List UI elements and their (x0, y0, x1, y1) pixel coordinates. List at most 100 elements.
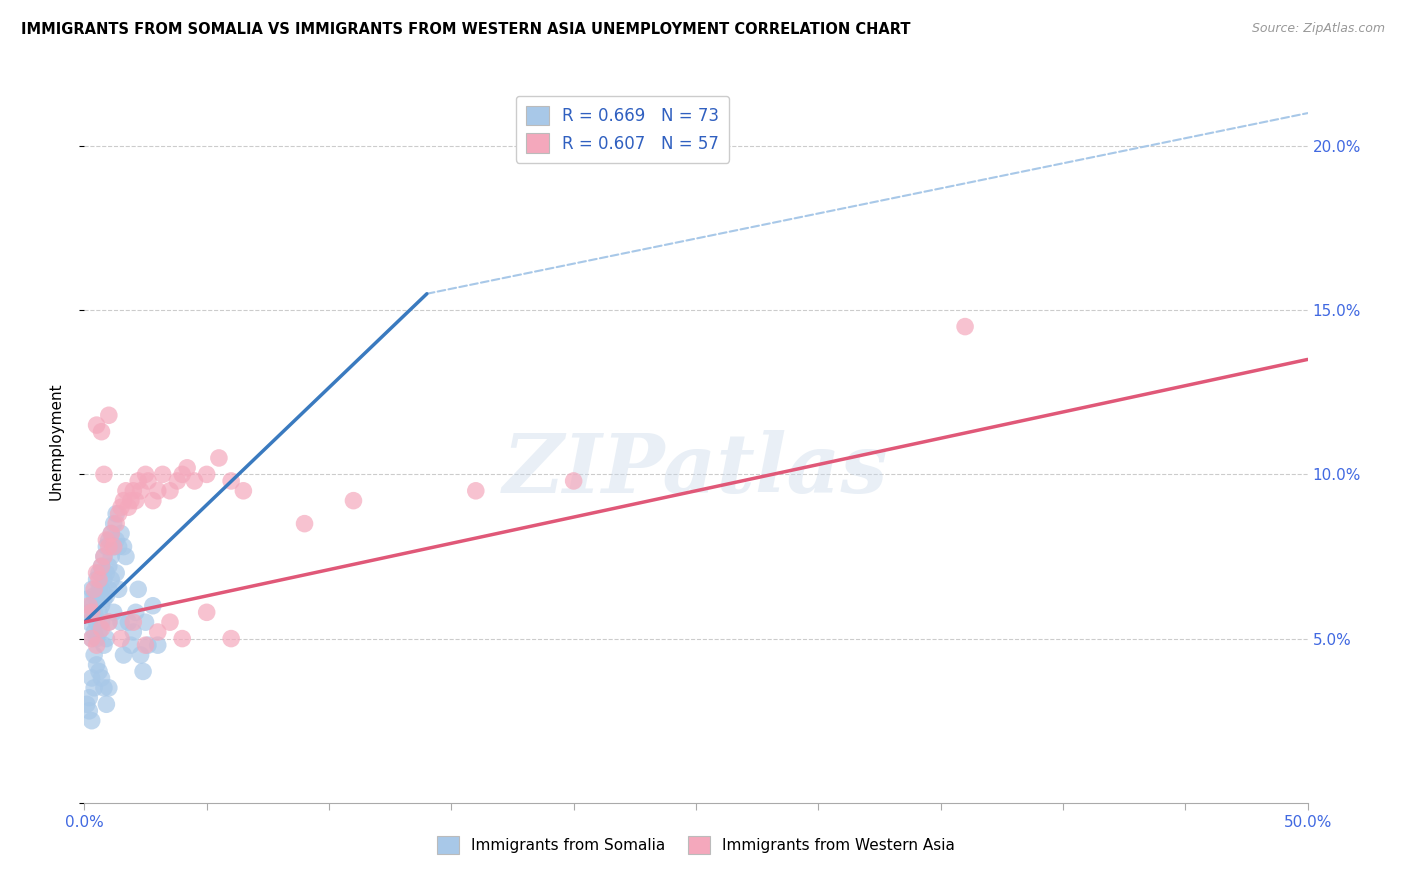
Point (117, 500, 139, 515)
Point (100, 526, 122, 541)
Y-axis label: Unemployment: Unemployment (49, 383, 63, 500)
Point (172, 467, 194, 482)
Point (100, 526, 122, 541)
Point (90, 559, 112, 574)
Point (87, 605, 110, 619)
Point (195, 467, 218, 482)
Point (105, 507, 128, 521)
Point (120, 493, 142, 508)
Point (96, 698, 118, 712)
Point (86, 615, 108, 630)
Point (77, 615, 100, 630)
Point (96, 540, 118, 554)
Point (90, 559, 112, 574)
Point (135, 467, 157, 482)
Point (176, 460, 198, 475)
Point (107, 507, 129, 521)
Point (135, 615, 157, 630)
Point (159, 483, 181, 498)
Point (76, 698, 98, 712)
Point (219, 632, 242, 646)
Point (103, 540, 125, 554)
Point (93, 573, 115, 587)
Point (127, 582, 149, 597)
Point (87, 582, 110, 597)
Point (142, 599, 165, 613)
Point (90, 599, 112, 613)
Point (87, 665, 110, 679)
Point (105, 566, 128, 580)
Point (122, 625, 145, 640)
Text: Source: ZipAtlas.com: Source: ZipAtlas.com (1251, 22, 1385, 36)
Point (562, 474, 585, 488)
Point (97, 533, 120, 547)
Point (146, 483, 169, 498)
Point (103, 516, 125, 531)
Point (103, 540, 125, 554)
Point (80, 714, 103, 728)
Point (105, 516, 128, 531)
Point (77, 605, 100, 619)
Point (90, 425, 112, 439)
Point (146, 638, 169, 652)
Point (112, 540, 135, 554)
Point (93, 467, 115, 482)
Point (110, 615, 132, 630)
Point (80, 671, 103, 685)
Point (117, 615, 139, 630)
Point (80, 632, 103, 646)
Point (135, 638, 157, 652)
Point (97, 582, 120, 597)
Point (97, 559, 120, 574)
Point (219, 474, 242, 488)
Point (142, 493, 165, 508)
Point (90, 622, 112, 636)
Point (96, 566, 118, 580)
Point (110, 632, 132, 646)
Point (96, 632, 118, 646)
Point (77, 599, 100, 613)
Point (97, 409, 120, 423)
Point (86, 566, 108, 580)
Point (86, 592, 108, 607)
Point (129, 648, 152, 662)
Point (232, 483, 254, 498)
Point (125, 605, 148, 619)
Point (93, 592, 115, 607)
Point (93, 638, 115, 652)
Point (183, 474, 205, 488)
Point (83, 625, 105, 640)
Point (132, 665, 155, 679)
Point (152, 467, 174, 482)
Point (86, 657, 108, 672)
Point (105, 533, 128, 547)
Point (120, 638, 142, 652)
Text: IMMIGRANTS FROM SOMALIA VS IMMIGRANTS FROM WESTERN ASIA UNEMPLOYMENT CORRELATION: IMMIGRANTS FROM SOMALIA VS IMMIGRANTS FR… (21, 22, 911, 37)
Point (208, 450, 231, 465)
Point (83, 648, 105, 662)
Point (80, 599, 103, 613)
Point (97, 615, 120, 630)
Point (127, 474, 149, 488)
Point (90, 671, 112, 685)
Point (87, 625, 110, 640)
Point (100, 573, 122, 587)
Point (103, 605, 125, 619)
Point (195, 605, 218, 619)
Point (136, 474, 159, 488)
Point (96, 533, 118, 547)
Point (87, 566, 110, 580)
Point (93, 681, 115, 695)
Point (96, 589, 118, 603)
Point (107, 540, 129, 554)
Point (125, 493, 148, 508)
Point (83, 605, 105, 619)
Point (112, 648, 135, 662)
Point (136, 638, 159, 652)
Point (86, 632, 108, 646)
Point (90, 582, 112, 597)
Point (86, 573, 108, 587)
Point (464, 483, 486, 498)
Point (110, 526, 132, 541)
Point (87, 573, 110, 587)
